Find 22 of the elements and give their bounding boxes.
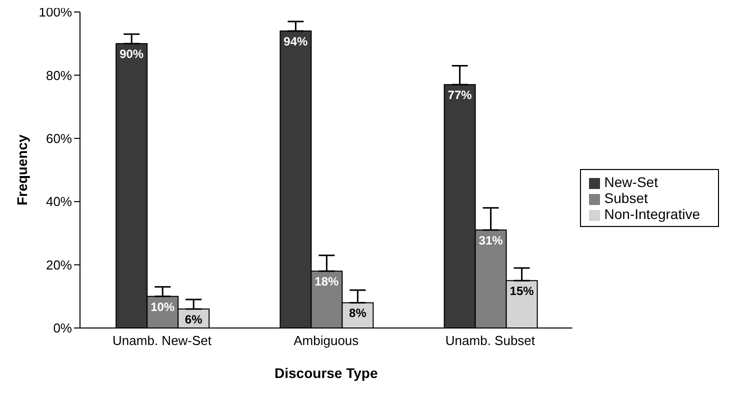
data-label: 31% — [478, 234, 504, 248]
legend-label: New-Set — [604, 174, 658, 190]
x-tick-label: Unamb. Subset — [445, 333, 536, 348]
data-label: 8% — [349, 306, 367, 320]
x-tick-label: Ambiguous — [294, 333, 360, 348]
data-label: 94% — [284, 34, 308, 48]
data-label: 6% — [184, 312, 203, 327]
data-label: 90% — [120, 47, 144, 62]
data-label: 15% — [510, 284, 534, 298]
y-tick-label: 80% — [46, 68, 72, 83]
y-tick-label: 60% — [46, 131, 72, 146]
data-label: 10% — [150, 300, 175, 314]
y-axis-title: Frequency — [14, 134, 30, 206]
y-tick-label: 40% — [46, 194, 72, 210]
y-tick-label: 0% — [53, 320, 72, 336]
y-tick-label: 20% — [46, 257, 72, 272]
data-label: 18% — [314, 274, 340, 289]
x-tick-label: Unamb. New-Set — [112, 333, 212, 348]
legend-label: Subset — [604, 190, 648, 206]
x-axis-title: Discourse Type — [274, 365, 378, 381]
legend-label: Non-Integrative — [604, 206, 700, 222]
data-label: 77% — [448, 88, 472, 102]
